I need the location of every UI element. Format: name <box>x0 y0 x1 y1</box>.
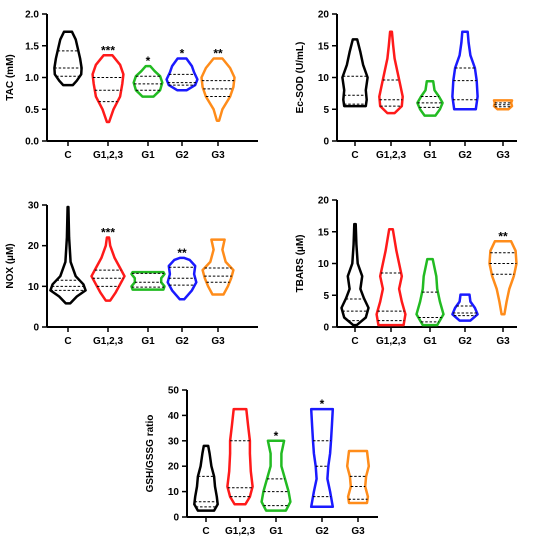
violin-G1 <box>260 439 292 512</box>
violin-G1 <box>416 80 444 117</box>
violin-C <box>193 444 219 512</box>
x-tick-label: G1 <box>141 336 155 347</box>
x-tick-label: G2 <box>458 150 472 161</box>
x-tick-label: G1,2,3 <box>225 526 255 537</box>
x-tick-label: C <box>351 150 358 161</box>
y-tick-label: 10 <box>318 259 330 270</box>
y-tick-label: 15 <box>318 227 330 238</box>
y-tick-label: 5 <box>323 291 329 302</box>
y-tick-label: 0 <box>33 323 39 334</box>
y-axis-label: TBARS (µM) <box>295 235 306 293</box>
violin-G1,2,3 <box>375 227 407 327</box>
violin-G2 <box>451 293 479 322</box>
y-tick-label: 0.5 <box>25 105 39 116</box>
x-tick-label: G1 <box>423 336 437 347</box>
y-tick-label: 20 <box>168 462 180 473</box>
x-tick-label: C <box>64 150 71 161</box>
chart-panel-0: 0.0 0.5 1.0 1.5 2.0 TAC (mM) C G1,2,3 *** G1 * G2 * G… <box>5 10 258 161</box>
x-tick-label: G1,2,3 <box>376 336 406 347</box>
y-tick-label: 10 <box>318 73 330 84</box>
significance-marker: *** <box>101 43 115 57</box>
y-tick-label: 0 <box>173 513 179 524</box>
x-tick-label: G2 <box>315 526 329 537</box>
x-tick-label: C <box>351 336 358 347</box>
significance-marker: ** <box>498 229 508 243</box>
y-tick-label: 1.5 <box>25 41 39 52</box>
x-tick-label: G3 <box>496 336 510 347</box>
y-tick-label: 5 <box>323 105 329 116</box>
x-tick-label: G3 <box>351 526 365 537</box>
chart-panel-1: 0 5 10 15 20 Ec-SOD (U/mL) C G1,2,3 G1 G2 G3 <box>295 10 517 161</box>
y-axis-label: Ec-SOD (U/mL) <box>295 42 306 114</box>
significance-marker: * <box>320 397 325 411</box>
x-tick-label: G1,2,3 <box>376 150 406 161</box>
x-tick-label: G3 <box>211 336 225 347</box>
x-tick-label: G2 <box>458 336 472 347</box>
violin-G2 <box>451 30 479 111</box>
y-axis-label: NOX (µM) <box>5 243 16 288</box>
violin-G2 <box>309 407 335 509</box>
significance-marker: * <box>274 429 279 443</box>
y-tick-label: 0.0 <box>25 137 39 148</box>
y-tick-label: 10 <box>28 282 40 293</box>
violin-G3 <box>492 99 514 111</box>
violin-G3 <box>345 449 371 505</box>
x-tick-label: C <box>202 526 209 537</box>
significance-marker: *** <box>101 226 115 240</box>
chart-panel-3: 0 5 10 15 20 TBARS (µM) C G1,2,3 G1 G2 G3 ** <box>295 196 518 347</box>
y-tick-label: 0 <box>323 137 329 148</box>
y-tick-label: 15 <box>318 41 330 52</box>
x-tick-label: G3 <box>496 150 510 161</box>
violin-C <box>341 38 369 108</box>
significance-marker: ** <box>213 46 223 60</box>
y-tick-label: 20 <box>318 10 330 21</box>
y-tick-label: 20 <box>28 241 40 252</box>
violin-G3 <box>488 240 518 316</box>
x-tick-label: G2 <box>175 336 189 347</box>
chart-panel-4: 0 10 20 30 40 50 GSH/GSSG ratio C G1,2,3 G1 * G2 * G3 <box>145 386 378 537</box>
x-tick-label: G1,2,3 <box>93 336 123 347</box>
violin-G1 <box>132 64 164 98</box>
y-tick-label: 10 <box>168 487 180 498</box>
y-tick-label: 20 <box>318 196 330 207</box>
x-tick-label: G1 <box>423 150 437 161</box>
x-tick-label: G1 <box>269 526 283 537</box>
violin-G3 <box>200 57 236 122</box>
y-axis-label: TAC (mM) <box>5 54 16 100</box>
y-tick-label: 1.0 <box>25 73 39 84</box>
significance-marker: * <box>180 46 185 60</box>
x-tick-label: G1 <box>141 150 155 161</box>
x-tick-label: G3 <box>211 150 225 161</box>
y-axis-label: GSH/GSSG ratio <box>145 415 156 493</box>
violin-G1,2,3 <box>226 407 254 506</box>
violin-G1 <box>415 257 445 327</box>
x-tick-label: G2 <box>175 150 189 161</box>
y-tick-label: 2.0 <box>25 10 39 21</box>
y-tick-label: 30 <box>28 201 40 212</box>
violin-C <box>340 222 370 327</box>
y-tick-label: 30 <box>168 436 180 447</box>
y-tick-label: 0 <box>323 323 329 334</box>
chart-panel-2: 0 10 20 30 NOX (µM) C G1,2,3 *** G1 G2 ** G3 <box>5 201 258 347</box>
y-tick-label: 50 <box>168 386 180 397</box>
x-tick-label: C <box>64 336 71 347</box>
violin-G3 <box>201 238 235 296</box>
x-tick-label: G1,2,3 <box>93 150 123 161</box>
significance-marker: * <box>146 54 151 68</box>
violin-G1,2,3 <box>91 54 125 124</box>
violin-G1,2,3 <box>90 236 126 302</box>
violin-C <box>49 205 87 305</box>
significance-marker: ** <box>177 246 187 260</box>
violin-C <box>53 30 83 87</box>
y-tick-label: 40 <box>168 411 180 422</box>
violin-G1,2,3 <box>378 30 404 115</box>
violin-G2 <box>166 256 198 301</box>
